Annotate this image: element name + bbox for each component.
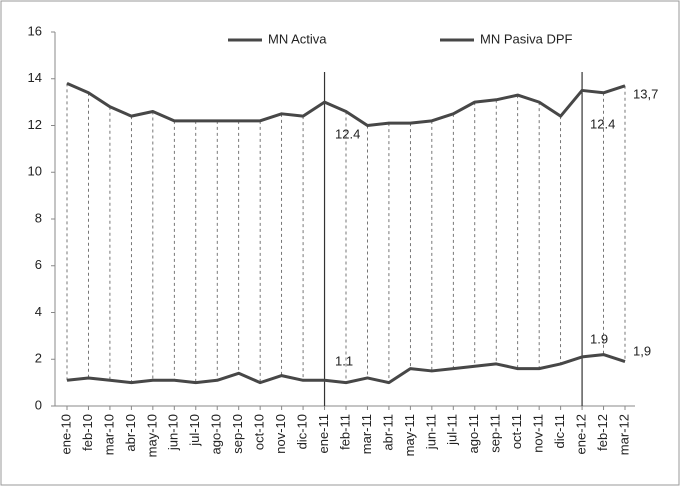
x-tick-label: dic-10	[295, 414, 310, 449]
x-tick-label: abr-10	[123, 414, 138, 452]
x-tick-label: feb-12	[595, 414, 610, 451]
x-tick-label: sep-11	[488, 414, 503, 453]
y-tick-label: 14	[28, 70, 42, 85]
x-tick-label: nov-10	[273, 414, 288, 454]
y-tick-label: 6	[35, 257, 42, 272]
y-tick-label: 4	[35, 304, 42, 319]
x-tick-label: nov-11	[531, 414, 546, 453]
y-tick-label: 16	[28, 23, 42, 38]
y-tick-label: 12	[28, 117, 42, 132]
x-tick-label: mar-12	[616, 414, 631, 455]
x-tick-label: ago-11	[466, 414, 481, 454]
x-tick-label: jul-11	[445, 414, 460, 446]
x-tick-label: ene-12	[574, 414, 589, 454]
legend-label: MN Pasiva DPF	[480, 31, 573, 46]
x-tick-label: ago-10	[209, 414, 224, 454]
x-tick-label: feb-10	[80, 414, 95, 451]
x-tick-label: jun-10	[166, 414, 181, 451]
annotation: 13,7	[633, 86, 658, 101]
y-tick-label: 2	[35, 351, 42, 366]
annotation: 12.4	[590, 116, 615, 131]
annotation: 1.9	[590, 331, 608, 346]
y-tick-label: 10	[28, 164, 42, 179]
annotation: 12.4	[335, 126, 360, 141]
y-tick-label: 0	[35, 397, 42, 412]
annotation: 1.1	[335, 353, 353, 368]
x-tick-label: mar-10	[101, 414, 116, 455]
x-tick-label: may-11	[402, 414, 417, 456]
x-tick-label: jun-11	[423, 414, 438, 450]
x-tick-label: sep-10	[230, 414, 245, 454]
series-line	[66, 353, 626, 385]
x-tick-label: feb-11	[337, 414, 352, 450]
series-line	[66, 82, 626, 127]
x-tick-label: oct-11	[509, 414, 524, 449]
x-tick-label: ene-11	[316, 414, 331, 454]
x-tick-label: mar-11	[359, 414, 374, 454]
x-tick-label: ene-10	[58, 414, 73, 454]
legend-label: MN Activa	[268, 31, 327, 46]
x-tick-label: may-10	[144, 414, 159, 457]
annotation: 1,9	[633, 343, 651, 358]
x-tick-label: dic-11	[552, 414, 567, 448]
x-tick-label: oct-10	[252, 414, 267, 450]
x-tick-label: jul-10	[187, 414, 202, 447]
y-tick-label: 8	[35, 210, 42, 225]
x-tick-label: abr-11	[380, 414, 395, 451]
